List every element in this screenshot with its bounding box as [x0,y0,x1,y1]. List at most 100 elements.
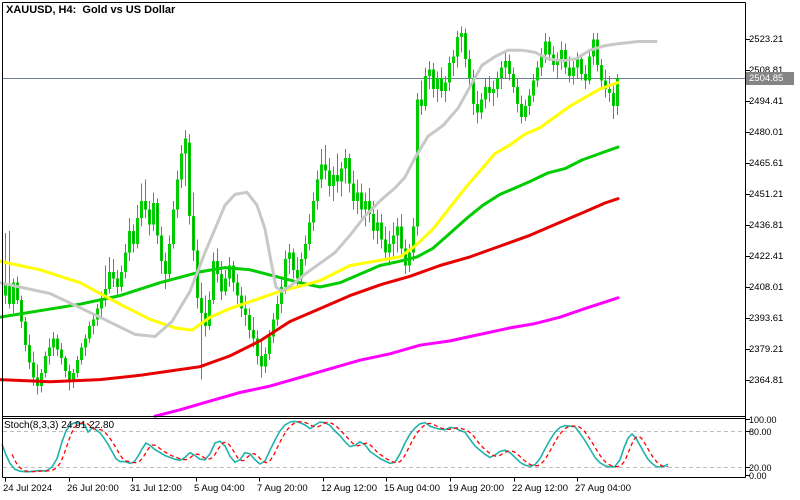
candle-bear [328,170,331,186]
time-axis-label: 26 Jul 20:00 [67,483,119,494]
candle-bear [488,86,491,94]
candle-bull [4,284,7,296]
candle-bull [576,58,579,68]
candle-bull [104,289,107,298]
candle-bear [8,284,11,305]
price-axis-label: 2480.01 [749,127,784,138]
candle-bull [52,338,55,348]
candle-bear [348,157,351,184]
candle-bull [332,175,335,186]
ma-green [0,145,620,319]
candle-bull [108,271,111,290]
candle-bull [412,226,415,253]
candle-bull [316,179,319,201]
candle-bull [224,278,227,292]
time-axis-label: 7 Aug 20:00 [257,483,308,494]
candle-bull [500,67,503,79]
ma-magenta [153,296,620,418]
current-price-badge: 2504.85 [746,71,794,85]
candle-bear [112,271,115,279]
candle-bear [236,282,239,296]
candle-bear [292,252,295,270]
candle-bull [180,153,183,180]
candle-bear [16,282,19,300]
candle-bull [528,95,531,107]
candle-bear [60,349,63,359]
candle-bear [548,41,551,55]
price-axis-label: 2393.61 [749,313,784,324]
candle-bull [304,243,307,260]
candle-bear [608,88,611,94]
time-axis-label: 5 Aug 04:00 [194,483,245,494]
stoch-axis-label: 20.00 [749,462,772,473]
candle-bear [244,308,247,316]
candle-bull [492,88,495,94]
candle-bull [356,192,359,201]
candle-bull [572,67,575,76]
candle-bear [220,274,223,292]
candle-bear [512,73,515,87]
candle-bull [312,200,315,223]
candle-bear [192,215,195,251]
stoch-main-line [1,420,669,473]
candle-bull [456,37,459,57]
ma-gray [0,40,658,338]
candle-bull [344,157,347,169]
candle-bull [128,231,131,253]
candle-bull [424,75,427,107]
price-axis-label: 2451.21 [749,189,784,200]
candle-bull [300,259,303,279]
candle-bull [364,200,367,210]
candle-bull [560,50,563,59]
candle-bear [160,235,163,262]
time-axis-label: 24 Jul 2024 [3,483,53,494]
candle-bear [596,39,599,66]
candle-bear [584,73,587,81]
candle-bear [372,213,375,232]
ma-yellow [0,81,620,332]
candle-bear [252,330,255,339]
candle-bull [268,336,271,354]
candle-bull [480,99,483,113]
stoch-axis-label: 80.00 [749,426,772,437]
candle-bear [612,93,615,107]
candle-bear [232,265,235,283]
candle-bull [504,60,507,68]
candle-bull [396,226,399,236]
candle-bull [72,373,75,382]
candle-bear [164,261,167,275]
candle-bull [460,32,463,38]
candle-bull [96,308,99,320]
candle-bear [296,269,299,279]
candle-bull [120,271,123,288]
candle-bull [264,353,267,367]
candle-bull [176,179,179,210]
candle-bull [588,56,591,81]
candle-bear [476,103,479,113]
candle-bear [360,192,363,210]
candle-bear [64,358,67,371]
candle-bull [556,58,559,66]
candle-bull [76,360,79,374]
candle-bear [256,338,259,356]
price-axis-label: 2379.21 [749,344,784,355]
candle-bear [520,103,523,117]
candle-bear [516,86,519,104]
candle-bull [228,265,231,279]
candle-bear [420,99,423,107]
candle-bull [92,319,95,326]
candle-bull [532,80,535,96]
candle-bear [248,315,251,331]
candle-bull [140,200,143,219]
candle-bear [20,299,23,322]
candle-bear [56,338,59,350]
candle-bull [340,168,343,182]
time-axis-label: 19 Aug 20:00 [448,483,504,494]
candle-bull [308,222,311,244]
candles [4,26,619,395]
candle-bear [148,209,151,225]
candle-bull [484,86,487,100]
stoch-axis-label: 100.00 [749,414,777,425]
